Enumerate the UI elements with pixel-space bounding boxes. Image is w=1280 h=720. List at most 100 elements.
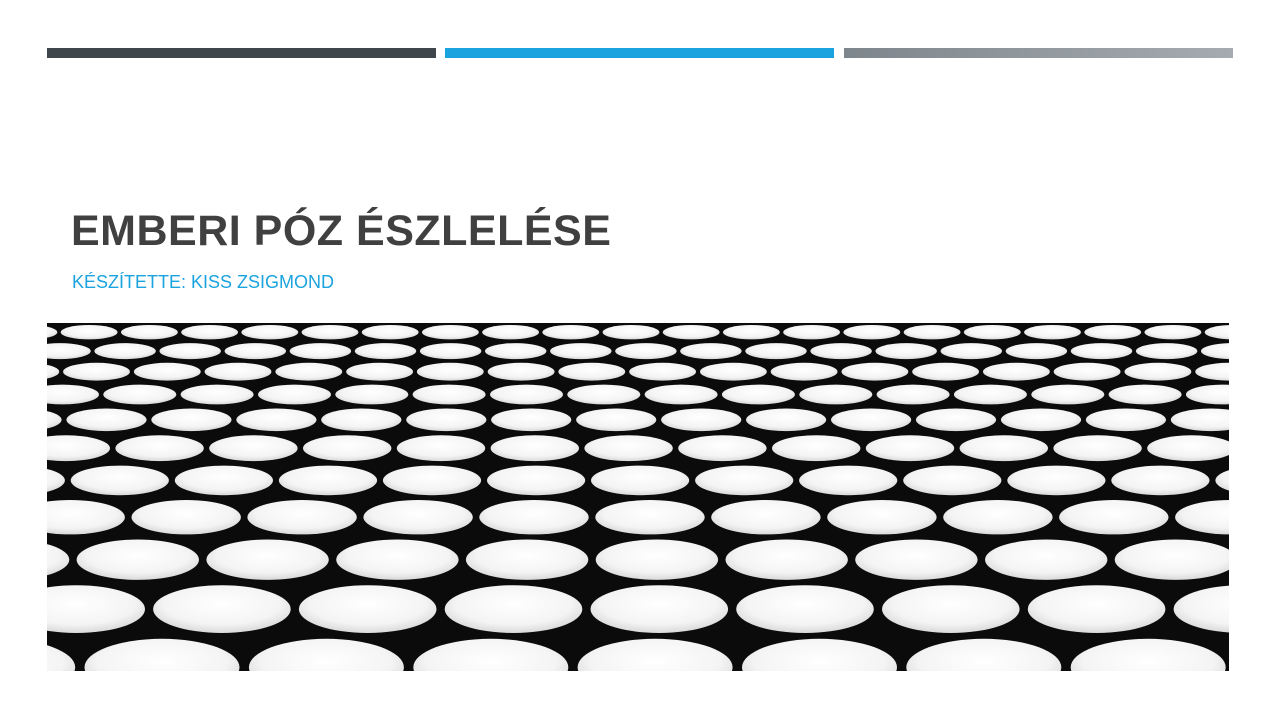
plate bbox=[444, 585, 583, 633]
plate bbox=[335, 384, 409, 405]
plate bbox=[1170, 408, 1229, 432]
plate bbox=[629, 362, 696, 381]
plate bbox=[590, 585, 729, 633]
plate bbox=[289, 343, 352, 360]
plate bbox=[84, 638, 240, 671]
plate bbox=[746, 408, 827, 432]
plate bbox=[406, 408, 487, 432]
plate bbox=[882, 585, 1020, 633]
accent-bar-blue bbox=[445, 48, 834, 58]
plate bbox=[47, 585, 145, 633]
plate bbox=[76, 539, 199, 580]
plate bbox=[567, 384, 641, 405]
plate bbox=[915, 408, 997, 432]
plates-photo[interactable] bbox=[47, 323, 1229, 671]
plate bbox=[153, 585, 291, 633]
slide-subtitle[interactable]: KÉSZÍTETTE: KISS ZSIGMOND bbox=[72, 272, 335, 292]
plate bbox=[47, 411, 62, 429]
plate bbox=[159, 343, 221, 360]
plate bbox=[490, 384, 563, 405]
plate bbox=[298, 585, 437, 633]
plate bbox=[66, 408, 147, 432]
plate bbox=[419, 343, 482, 360]
plate bbox=[959, 435, 1048, 462]
plate bbox=[903, 465, 1002, 496]
plate bbox=[490, 435, 579, 462]
plate bbox=[1175, 500, 1229, 535]
plate bbox=[1108, 384, 1182, 405]
plate bbox=[678, 435, 767, 462]
plate bbox=[662, 325, 720, 340]
plate bbox=[576, 408, 657, 432]
plate bbox=[865, 435, 955, 462]
plate bbox=[1111, 465, 1210, 496]
plate bbox=[1195, 362, 1229, 381]
plate bbox=[224, 343, 286, 360]
plate bbox=[94, 343, 156, 360]
plate bbox=[799, 384, 873, 405]
plate bbox=[1124, 362, 1192, 381]
plate bbox=[1005, 343, 1068, 360]
plate bbox=[577, 638, 733, 671]
plate bbox=[70, 465, 169, 496]
plate bbox=[485, 343, 547, 360]
plate bbox=[963, 325, 1021, 340]
accent-bar-gray bbox=[844, 48, 1233, 58]
plate bbox=[1070, 638, 1226, 671]
plate bbox=[940, 343, 1002, 360]
plate bbox=[321, 408, 402, 432]
plate bbox=[1185, 384, 1229, 405]
accent-bar-dark bbox=[47, 48, 436, 58]
plate bbox=[711, 500, 821, 535]
plate bbox=[1007, 465, 1106, 496]
plate bbox=[943, 500, 1053, 535]
plate bbox=[133, 362, 201, 381]
plate bbox=[60, 325, 118, 340]
plate bbox=[241, 325, 299, 340]
plate bbox=[783, 325, 840, 340]
plate bbox=[644, 384, 718, 405]
plate bbox=[843, 325, 901, 340]
plate bbox=[1147, 435, 1229, 462]
plate bbox=[1204, 325, 1229, 340]
plate bbox=[131, 500, 241, 535]
plate bbox=[1027, 585, 1166, 633]
plate bbox=[47, 468, 65, 492]
plate bbox=[1173, 585, 1229, 633]
plate bbox=[595, 500, 705, 535]
plate bbox=[912, 362, 979, 381]
plate bbox=[810, 343, 872, 360]
plate bbox=[723, 325, 780, 340]
plate bbox=[876, 384, 950, 405]
plate bbox=[103, 384, 177, 405]
plate bbox=[482, 325, 539, 340]
plate bbox=[247, 500, 357, 535]
plate bbox=[1114, 539, 1229, 580]
plate bbox=[1024, 325, 1081, 340]
plate bbox=[615, 343, 677, 360]
plate bbox=[1215, 470, 1229, 491]
plate bbox=[903, 325, 961, 340]
slide-title[interactable]: EMBERI PÓZ ÉSZLELÉSE bbox=[71, 207, 612, 255]
plate bbox=[248, 638, 404, 671]
plate bbox=[354, 343, 417, 360]
plate bbox=[661, 408, 742, 432]
plate bbox=[695, 465, 794, 496]
plate bbox=[236, 408, 317, 432]
plate bbox=[595, 539, 719, 580]
plate bbox=[827, 500, 937, 535]
plate bbox=[745, 343, 807, 360]
plate bbox=[346, 362, 413, 381]
plate bbox=[465, 539, 589, 580]
plate bbox=[983, 362, 1050, 381]
plate bbox=[1053, 362, 1121, 381]
plate bbox=[47, 364, 60, 379]
plate bbox=[204, 362, 272, 381]
plate bbox=[487, 465, 586, 496]
plate bbox=[258, 384, 331, 405]
plate bbox=[953, 384, 1027, 405]
plate bbox=[906, 638, 1062, 671]
plate bbox=[206, 539, 329, 580]
plate bbox=[1144, 325, 1202, 340]
